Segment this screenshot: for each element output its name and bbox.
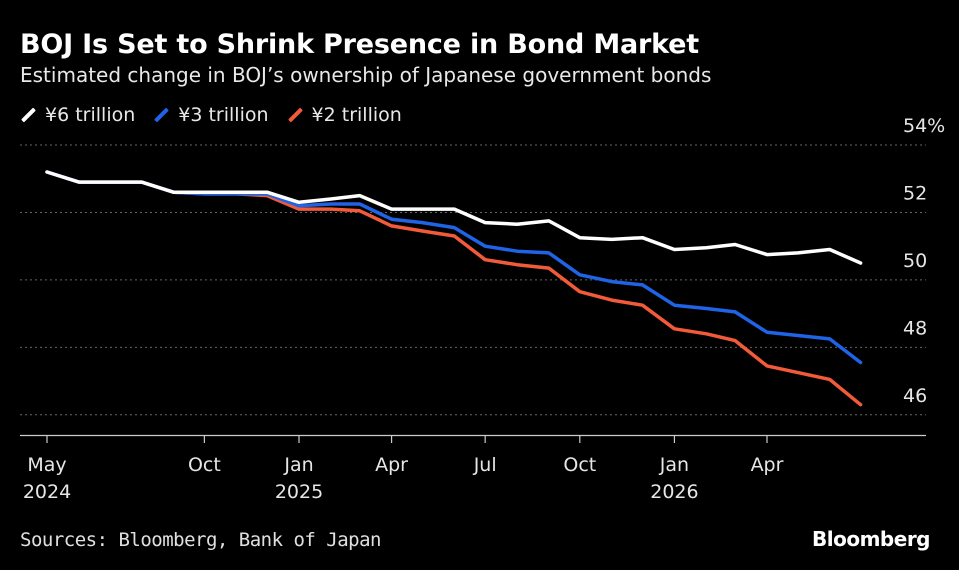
legend-item-2-trillion: ¥2 trillion	[287, 104, 402, 126]
legend-label-6-trillion: ¥6 trillion	[45, 104, 136, 126]
legend-label-2-trillion: ¥2 trillion	[311, 104, 402, 126]
series-line-3-trillion	[45, 170, 863, 365]
legend-label-3-trillion: ¥3 trillion	[178, 104, 269, 126]
x-tick-sublabel-2: 2025	[275, 481, 323, 503]
x-tick-label-7: Apr	[751, 454, 784, 476]
y-tick-label-46: 46	[903, 385, 927, 407]
legend: ¥6 trillion ¥3 trillion ¥2 trillion	[20, 104, 402, 126]
chart-title: BOJ Is Set to Shrink Presence in Bond Ma…	[20, 29, 699, 60]
y-tick-label-50: 50	[903, 250, 927, 272]
chart-subtitle: Estimated change in BOJ’s ownership of J…	[20, 63, 712, 87]
x-tick-sublabel-0: 2024	[23, 481, 71, 503]
series-line-6-trillion	[45, 170, 863, 265]
legend-item-6-trillion: ¥6 trillion	[20, 104, 135, 126]
legend-item-3-trillion: ¥3 trillion	[153, 104, 269, 126]
y-tick-label-52: 52	[903, 182, 927, 204]
bloomberg-logo: Bloomberg	[812, 527, 930, 551]
x-tick-label-3: Apr	[375, 454, 408, 476]
x-tick-label-6: Jan	[659, 454, 689, 476]
x-tick-sublabel-6: 2026	[650, 481, 698, 503]
x-tick-label-4: Jul	[473, 454, 497, 476]
x-tick-label-2: Jan	[283, 454, 313, 476]
x-tick-label-5: Oct	[563, 454, 596, 476]
series-line-2-trillion	[45, 170, 863, 407]
y-tick-label-48: 48	[903, 317, 927, 339]
source-note: Sources: Bloomberg, Bank of Japan	[20, 529, 382, 551]
y-tick-label-54: 54%	[903, 115, 945, 137]
x-tick-label-1: Oct	[188, 454, 221, 476]
x-tick-label-0: May	[27, 454, 66, 476]
